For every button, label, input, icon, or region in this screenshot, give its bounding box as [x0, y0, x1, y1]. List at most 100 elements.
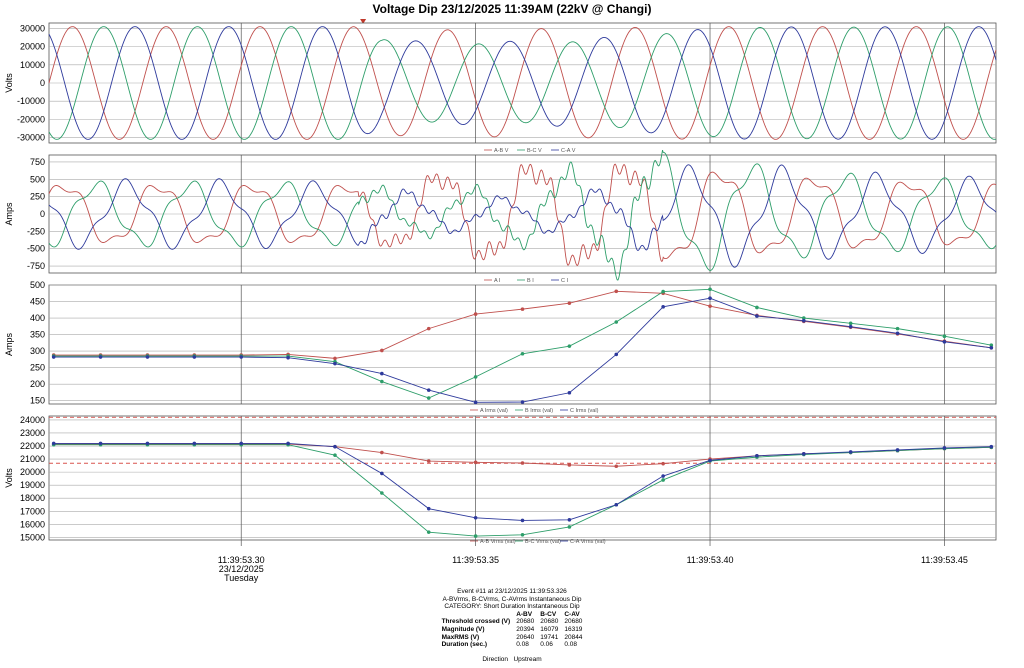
- data-point: [661, 305, 665, 309]
- chart-title: Voltage Dip 23/12/2025 11:39AM (22kV @ C…: [373, 2, 652, 16]
- data-point: [989, 444, 994, 449]
- y-tick-label: -750: [27, 261, 45, 271]
- x-tick-label: 11:39:53.40: [687, 555, 734, 565]
- data-point: [661, 461, 665, 466]
- trigger-marker: [360, 19, 367, 24]
- event-table: A-BV B-CV C-AV Threshold crossed (V) 206…: [439, 611, 586, 649]
- legend-entry: A Irms (val): [480, 408, 508, 414]
- y-tick-label: 250: [30, 192, 45, 202]
- series-line-b: [48, 149, 997, 281]
- data-point: [380, 371, 384, 376]
- y-tick-label: -20000: [17, 114, 45, 124]
- legend-entry: A-B V: [494, 148, 509, 154]
- data-point: [286, 355, 290, 360]
- x-tick-label: 11:39:53.45: [921, 555, 968, 565]
- event-info: Event #11 at 23/12/2025 11:39:53.326 A-B…: [0, 588, 1024, 663]
- y-tick-label: 30000: [20, 23, 45, 33]
- y-tick-label: 23000: [20, 428, 45, 438]
- data-point: [520, 307, 525, 311]
- data-point: [145, 441, 150, 446]
- row-value: 20844: [564, 633, 583, 641]
- y-tick-label: 500: [30, 174, 45, 184]
- data-point: [614, 289, 619, 294]
- plot-frame: [48, 284, 997, 405]
- data-point: [333, 444, 337, 449]
- event-line-2: A-BVrms, B-CVrms, C-AVrms Instantaneous …: [442, 595, 582, 603]
- data-point: [98, 441, 103, 446]
- data-point: [333, 361, 337, 366]
- y-tick-label: 16000: [20, 519, 45, 529]
- data-point: [895, 331, 900, 336]
- data-point: [98, 355, 103, 359]
- chart-panels: 30000 20000 10000 0 -10000 -20000 -30000 Volts A…: [4, 22, 997, 545]
- data-point: [145, 355, 150, 359]
- direction-line: Direction Upstream: [0, 656, 1024, 664]
- y-tick-label: 24000: [20, 415, 45, 425]
- series-line-c: [48, 164, 997, 268]
- panel-3: 500 450 400 350 300 250 200 150 Amps A Irms (val)…: [4, 280, 997, 414]
- y-tick-label: 18000: [20, 493, 45, 503]
- x-tick-label: 11:39:53.30: [218, 555, 265, 565]
- y-tick-label: 20000: [20, 42, 45, 52]
- data-point: [848, 450, 853, 454]
- data-point: [473, 312, 478, 316]
- data-point: [380, 348, 384, 353]
- panel-4: 24000 23000 22000 21000 20000 19000 18000 17000…: [4, 415, 997, 545]
- data-point: [567, 463, 572, 467]
- data-point: [895, 326, 900, 331]
- panel-1: 30000 20000 10000 0 -10000 -20000 -30000 Volts A…: [4, 22, 997, 154]
- data-point: [942, 446, 947, 450]
- x-day-label: Tuesday: [224, 573, 259, 583]
- table-row: Threshold crossed (V) 20680 20680 20680: [439, 618, 586, 626]
- panel-2: 750 500 250 0 -250 -500 -750 Amps A I B I C I: [4, 149, 997, 284]
- y-tick-label: 250: [30, 363, 45, 373]
- data-point: [755, 314, 759, 318]
- data-point: [473, 400, 478, 405]
- data-point: [661, 289, 665, 294]
- data-point: [614, 464, 619, 469]
- y-tick-label: 0: [40, 78, 45, 88]
- data-point: [473, 534, 478, 538]
- y-tick-label: 750: [30, 157, 45, 167]
- data-point: [380, 471, 384, 476]
- legend-entry: C Irms (val): [570, 408, 599, 414]
- row-label: Threshold crossed (V): [441, 618, 511, 626]
- data-point: [614, 352, 619, 357]
- data-point: [473, 460, 478, 465]
- y-tick-label: 15000: [20, 532, 45, 542]
- y-tick-label: 400: [30, 313, 45, 323]
- row-value: 0.08: [564, 641, 577, 649]
- legend-entry: C-A Vrms (val): [570, 539, 606, 545]
- data-point: [520, 400, 525, 404]
- data-point: [661, 474, 665, 478]
- data-point: [942, 340, 947, 344]
- x-date-label: 23/12/2025: [219, 564, 264, 574]
- data-point: [708, 458, 712, 463]
- data-point: [848, 321, 853, 326]
- data-point: [614, 502, 619, 507]
- legend-entry: C-A V: [561, 148, 576, 154]
- y-tick-label: 20000: [20, 467, 45, 477]
- y-axis-label: Volts: [4, 468, 14, 488]
- row-value: 20680: [564, 618, 583, 626]
- y-tick-label: 19000: [20, 480, 45, 490]
- data-point: [801, 452, 806, 456]
- y-axis-label: Amps: [4, 202, 14, 226]
- legend-entry: B-C V: [527, 148, 542, 154]
- row-value: 0.06: [540, 641, 553, 649]
- row-value: 16319: [564, 625, 583, 633]
- y-axis-label: Volts: [4, 73, 14, 93]
- event-line-1: Event #11 at 23/12/2025 11:39:53.326: [457, 588, 567, 595]
- data-point: [426, 530, 431, 534]
- y-axis-label: Amps: [4, 333, 14, 357]
- y-tick-label: 10000: [20, 60, 45, 70]
- data-point: [520, 518, 525, 523]
- row-label: MaxRMS (V): [441, 633, 480, 641]
- legend-entry: A-B Vrms (val): [480, 539, 516, 545]
- legend-entry: C I: [561, 278, 569, 284]
- data-point: [426, 506, 431, 511]
- y-tick-label: 450: [30, 297, 45, 307]
- row-label: Magnitude (V): [441, 625, 485, 633]
- row-value: 16079: [540, 625, 559, 633]
- data-point: [801, 316, 806, 320]
